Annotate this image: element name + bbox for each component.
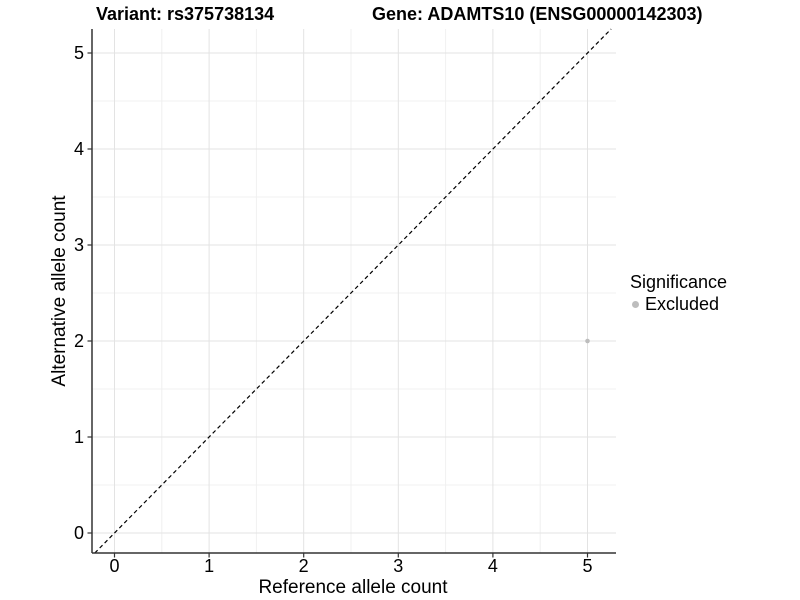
y-tick-label: 5 xyxy=(73,43,84,63)
x-tick-label: 5 xyxy=(582,556,593,576)
y-axis-label: Alternative allele count xyxy=(49,195,70,387)
legend: Significance Excluded xyxy=(630,272,727,314)
plot-title-gene: Gene: ADAMTS10 (ENSG00000142303) xyxy=(372,4,703,24)
x-tick-label: 4 xyxy=(487,556,498,576)
identity-line xyxy=(94,28,612,554)
x-tick-label: 1 xyxy=(204,556,215,576)
x-axis-label: Reference allele count xyxy=(258,577,448,598)
data-point xyxy=(585,338,590,344)
y-tick-label: 0 xyxy=(73,523,84,543)
x-tick-label: 0 xyxy=(109,556,120,576)
legend-item-label: Excluded xyxy=(645,294,720,314)
plot-title-variant: Variant: rs375738134 xyxy=(96,4,275,24)
legend-item-excluded: Excluded xyxy=(630,294,727,314)
x-tick-label: 2 xyxy=(298,556,309,576)
x-tick-label: 3 xyxy=(393,556,404,576)
y-tick-label: 4 xyxy=(73,139,84,159)
legend-point-icon xyxy=(632,300,639,308)
y-tick-label: 2 xyxy=(73,331,84,351)
legend-title: Significance xyxy=(630,272,728,292)
y-tick-label: 3 xyxy=(73,235,84,255)
y-tick-label: 1 xyxy=(73,427,84,447)
